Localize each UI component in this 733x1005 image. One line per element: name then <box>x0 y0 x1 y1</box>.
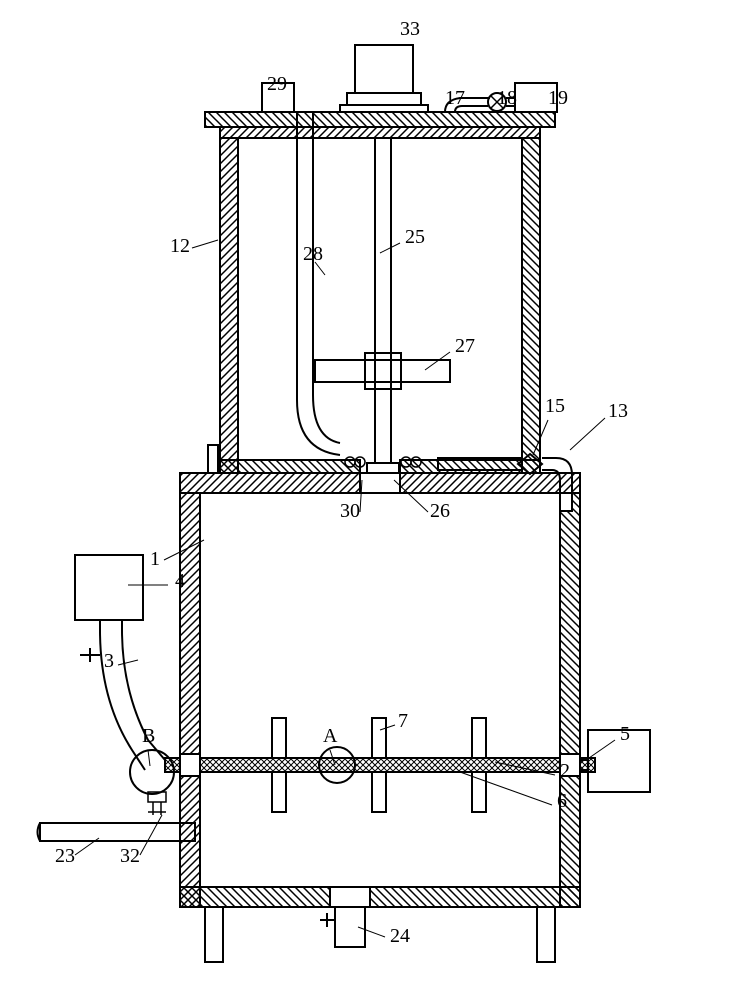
label-3: 3 <box>104 650 114 673</box>
lower-tank <box>180 445 580 907</box>
label-4: 4 <box>175 570 185 593</box>
label-17: 17 <box>445 87 465 110</box>
label-24: 24 <box>390 925 410 948</box>
label-A: A <box>323 725 337 748</box>
discharge-pipe-left <box>38 823 196 841</box>
tank-legs <box>205 907 555 962</box>
label-7: 7 <box>398 710 408 733</box>
inner-feed-pipe <box>297 112 340 455</box>
label-B: B <box>142 725 155 748</box>
label-27: 27 <box>455 335 475 358</box>
label-26: 26 <box>430 500 450 523</box>
label-2: 2 <box>560 760 570 783</box>
upper-tank <box>205 112 555 473</box>
label-19: 19 <box>548 87 568 110</box>
label-29: 29 <box>267 73 287 96</box>
label-32: 32 <box>120 845 140 868</box>
label-25: 25 <box>405 226 425 249</box>
label-33: 33 <box>400 18 420 41</box>
label-18: 18 <box>497 87 517 110</box>
label-30: 30 <box>340 500 360 523</box>
label-12: 12 <box>170 235 190 258</box>
label-6: 6 <box>557 790 567 813</box>
engineering-diagram: 1 2 3 4 5 6 7 12 13 15 17 18 19 23 24 25… <box>0 0 733 1000</box>
diagram-svg <box>0 0 733 1000</box>
label-13: 13 <box>608 400 628 423</box>
label-1: 1 <box>150 548 160 571</box>
label-23: 23 <box>55 845 75 868</box>
motor-top <box>340 45 428 112</box>
label-28: 28 <box>303 243 323 266</box>
label-15: 15 <box>545 395 565 418</box>
label-5: 5 <box>620 723 630 746</box>
stirring-shaft <box>315 138 450 480</box>
